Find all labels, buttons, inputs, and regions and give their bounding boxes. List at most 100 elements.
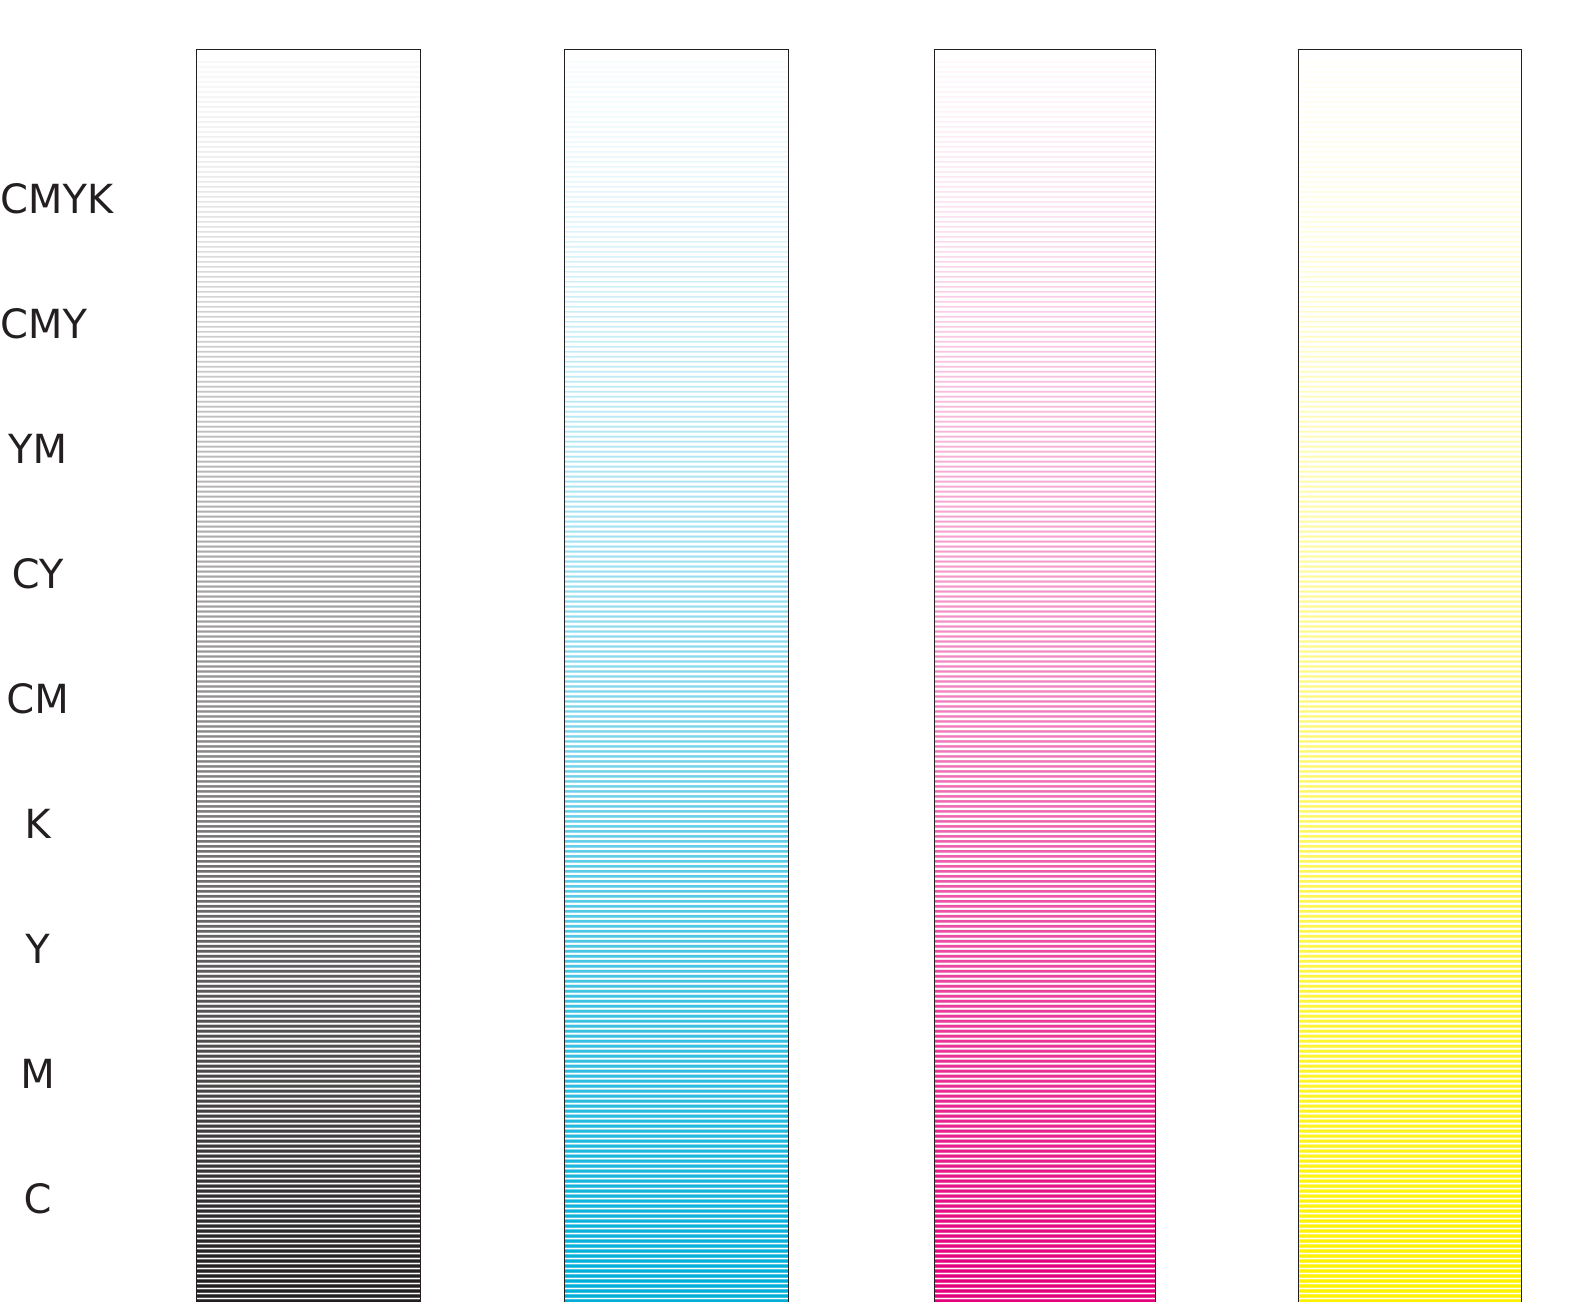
strip-black-line [197,325,420,328]
strip-magenta-line [935,715,1155,718]
strip-black-line [197,415,420,418]
strip-magenta-line [935,860,1155,863]
strip-magenta-line [935,1044,1155,1048]
strip-black-line [197,285,420,288]
strip-yellow-line [1299,310,1521,313]
strip-yellow-line [1299,1209,1521,1213]
strip-yellow-line [1299,1214,1521,1218]
strip-black-line [197,750,420,753]
strip-black-line [197,375,420,378]
strip-yellow-line [1299,430,1521,433]
strip-yellow-lines [1299,61,1521,1302]
strip-black-line [197,236,420,238]
strip-cyan-line [565,156,788,158]
strip-black-line [197,1004,420,1008]
strip-black-line [197,989,420,993]
strip-magenta-line [935,455,1155,458]
strip-yellow-line [1299,1239,1521,1243]
strip-yellow-line [1299,470,1521,473]
strip-black-line [197,590,420,593]
strip-black [196,49,421,1302]
strip-magenta-line [935,820,1155,823]
strip-cyan-line [565,1204,788,1208]
strip-cyan-line [565,525,788,528]
strip-yellow-line [1299,315,1521,318]
strip-black-line [197,1134,420,1138]
strip-cyan-line [565,206,788,208]
strip-magenta-line [935,550,1155,553]
strip-black-line [197,939,420,943]
strip-black-line [197,295,420,298]
strip-yellow-line [1299,201,1521,203]
strip-black-line [197,455,420,458]
strip-black-line [197,785,420,788]
strip-black-line [197,460,420,463]
strip-yellow-line [1299,490,1521,493]
strip-magenta-line [935,855,1155,858]
strip-yellow-line [1299,1289,1521,1293]
strip-black-line [197,246,420,248]
strip-cyan-line [565,271,788,273]
strip-cyan-line [565,226,788,228]
strip-yellow-line [1299,405,1521,408]
strip-magenta-line [935,730,1155,733]
strip-magenta-line [935,745,1155,748]
strip-yellow-line [1299,864,1521,868]
strip-black-line [197,251,420,253]
strip-cyan-line [565,285,788,288]
strip-black-line [197,1189,420,1193]
strip-yellow-line [1299,909,1521,913]
strip-cyan-line [565,310,788,313]
strip-black-line [197,355,420,358]
strip-cyan-line [565,1074,788,1078]
strip-yellow-line [1299,370,1521,373]
strip-cyan-line [565,835,788,838]
strip-yellow-line [1299,830,1521,833]
strip-magenta-line [935,974,1155,978]
strip-cyan-line [565,136,788,138]
strip-magenta-line [935,775,1155,778]
strip-black-line [197,615,420,618]
strip-magenta-line [935,665,1155,668]
strip-black-line [197,315,420,318]
strip-magenta-line [935,1279,1155,1283]
strip-black-line [197,131,420,133]
strip-cyan-line [565,1119,788,1123]
strip-yellow-line [1299,191,1521,193]
strip-yellow-line [1299,465,1521,468]
strip-yellow-line [1299,575,1521,578]
strip-yellow-line [1299,989,1521,993]
strip-black-line [197,410,420,413]
strip-cyan-line [565,670,788,673]
strip-yellow-line [1299,800,1521,803]
strip-black-line [197,1034,420,1038]
strip-cyan-line [565,490,788,493]
strip-yellow-line [1299,585,1521,588]
strip-cyan-line [565,810,788,813]
strip-yellow-line [1299,1184,1521,1188]
strip-cyan-line [565,251,788,253]
strip-magenta-line [935,1094,1155,1098]
strip-yellow-line [1299,820,1521,823]
strip-cyan-line [565,66,788,68]
strip-yellow-line [1299,550,1521,553]
strip-yellow-line [1299,1084,1521,1088]
strip-yellow-line [1299,680,1521,683]
strip-black-line [197,1254,420,1258]
strip-cyan-line [565,1249,788,1253]
strip-black-line [197,480,420,483]
strip-magenta-line [935,1249,1155,1253]
strip-yellow-line [1299,1024,1521,1028]
strip-cyan-line [565,1209,788,1213]
strip-black-line [197,924,420,928]
strip-cyan-line [565,795,788,798]
strip-cyan-line [565,994,788,998]
strip-magenta-line [935,1164,1155,1168]
strip-cyan-line [565,350,788,353]
strip-magenta-line [935,86,1155,88]
strip-cyan-line [565,261,788,263]
strip-yellow-line [1299,869,1521,873]
strip-magenta-line [935,271,1155,273]
strip-cyan-line [565,645,788,648]
strip-yellow-line [1299,685,1521,688]
